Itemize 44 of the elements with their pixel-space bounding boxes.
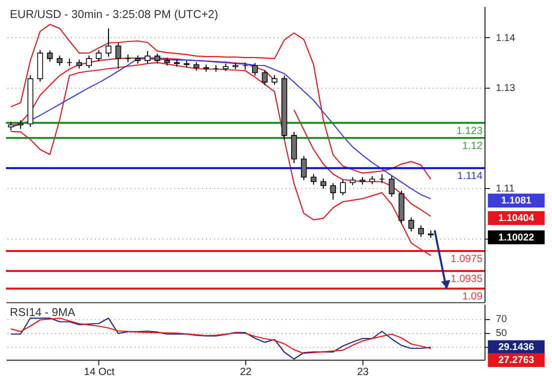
text: 1.10404 <box>498 213 535 224</box>
text: 29.1436 <box>498 342 535 354</box>
text: 27.2763 <box>498 355 535 366</box>
candlestick <box>96 50 102 62</box>
ref-line-label: 1.0935 <box>450 274 483 285</box>
x-tick-label: 22 <box>240 367 252 378</box>
y-tick-label: 50 <box>496 328 508 340</box>
candlestick <box>408 216 414 232</box>
candlestick <box>47 50 53 62</box>
chart-title: RSI14 - 9MA <box>10 307 76 320</box>
x-tick-label: 14 Oct <box>84 367 115 378</box>
candlestick <box>154 53 160 64</box>
ref-line-label: 1.114 <box>457 170 483 182</box>
text: 1.1081 <box>501 196 532 207</box>
candlestick <box>310 174 316 186</box>
candlestick <box>330 182 336 200</box>
text: 1.10022 <box>498 232 535 244</box>
y-tick-label: 70 <box>496 314 508 326</box>
candlestick <box>379 174 385 184</box>
candlestick <box>115 42 122 70</box>
candlestick <box>418 224 424 238</box>
candlestick <box>300 156 307 181</box>
y-tick-label: 1.11 <box>496 184 515 195</box>
line-series <box>10 24 432 180</box>
candlestick <box>291 131 297 164</box>
candlestick <box>388 176 395 198</box>
candlestick <box>144 50 150 64</box>
ref-line-label: 1.09 <box>462 292 483 303</box>
candlestick <box>252 62 258 76</box>
candlestick <box>272 74 278 86</box>
candlestick <box>320 178 326 190</box>
x-tick-label: 23 <box>357 367 369 378</box>
ref-line-label: 1.0975 <box>450 254 483 265</box>
candlestick <box>76 59 82 70</box>
candlestick <box>56 55 63 66</box>
ref-line-label: 1.123 <box>456 126 483 137</box>
candlestick <box>340 179 346 196</box>
candlestick <box>106 28 112 58</box>
chart-title: EUR/USD - 30min - 3:25:08 PM (UTC+2) <box>10 9 218 22</box>
y-tick-label: 1.13 <box>496 83 516 94</box>
y-tick-label: 1.14 <box>496 32 516 44</box>
candlestick <box>86 55 92 69</box>
ref-line-label: 1.12 <box>462 140 483 152</box>
candlestick <box>262 70 268 86</box>
